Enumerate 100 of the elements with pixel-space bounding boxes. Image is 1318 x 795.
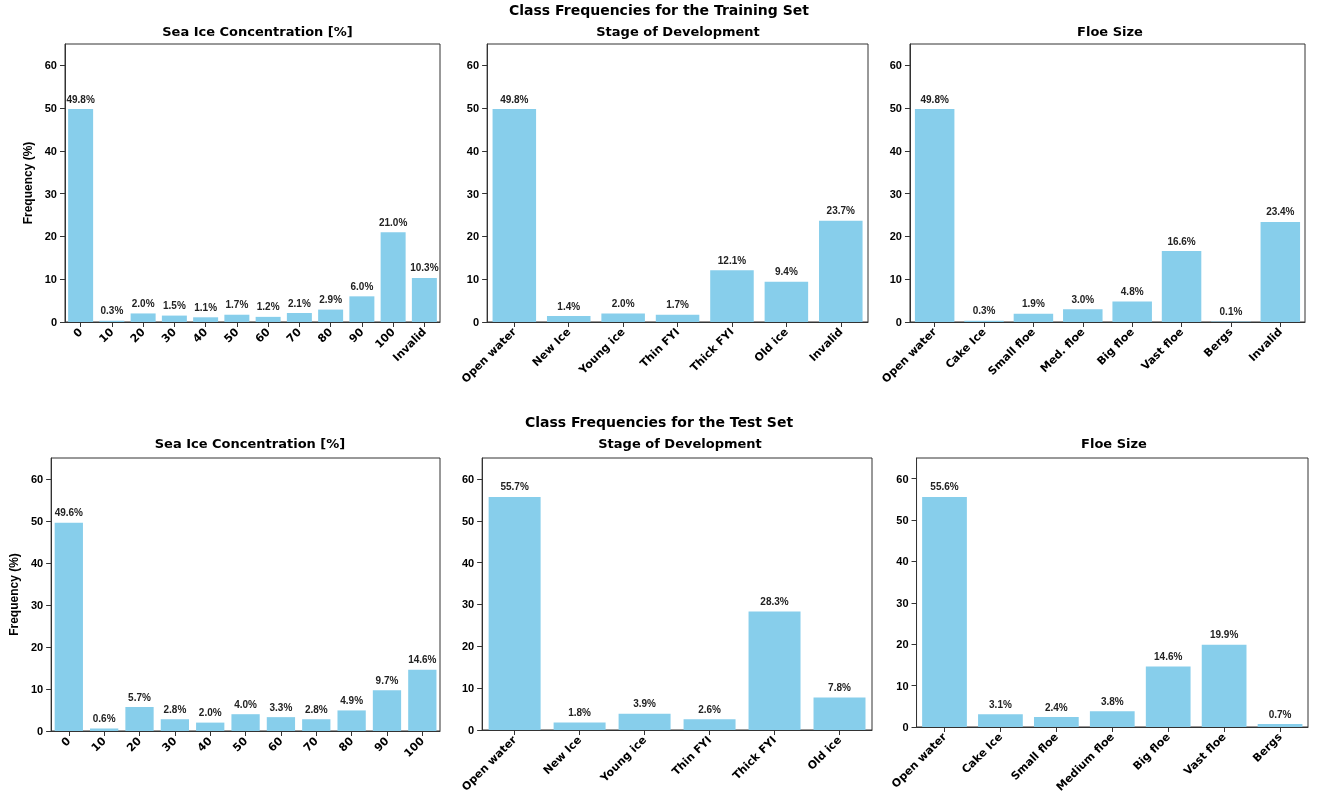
x-tick-label: 60 xyxy=(265,734,286,755)
bar xyxy=(408,669,437,731)
bar xyxy=(553,722,606,731)
data-label: 9.4% xyxy=(774,266,798,278)
y-tick-label: 10 xyxy=(466,273,480,286)
bar xyxy=(546,316,591,322)
y-tick-label: 60 xyxy=(30,473,44,485)
data-label: 3.0% xyxy=(1071,293,1095,305)
bar xyxy=(372,690,402,731)
y-axis-title: Frequency (%) xyxy=(20,141,35,225)
bar xyxy=(125,707,154,731)
data-label: 23.4% xyxy=(1266,206,1295,218)
bar xyxy=(683,719,736,731)
bar xyxy=(492,109,537,322)
bar xyxy=(337,710,366,731)
data-label: 1.9% xyxy=(1022,298,1045,310)
data-label: 28.3% xyxy=(760,596,789,608)
chart-title: Stage of Development xyxy=(596,24,760,39)
data-label: 49.8% xyxy=(66,93,95,105)
data-label: 0.3% xyxy=(100,305,124,317)
data-label: 19.9% xyxy=(1209,629,1239,641)
data-label: 2.8% xyxy=(163,703,187,715)
y-tick-label: 0 xyxy=(895,316,902,328)
chart-title: Floe Size xyxy=(1081,436,1148,451)
x-tick-label: 50 xyxy=(221,325,242,346)
data-label: 4.8% xyxy=(1120,285,1144,297)
data-label: 9.7% xyxy=(375,674,399,686)
bar xyxy=(1063,309,1103,322)
bar xyxy=(380,232,406,322)
bar xyxy=(286,313,312,322)
y-tick-label: 30 xyxy=(44,187,57,200)
data-label: 1.5% xyxy=(162,300,186,312)
x-tick-label: 0 xyxy=(58,734,74,750)
data-label: 1.2% xyxy=(256,301,280,313)
x-tick-label: 30 xyxy=(159,734,180,755)
x-tick-label: 20 xyxy=(127,325,148,346)
y-tick-label: 50 xyxy=(30,515,44,527)
y-tick-label: 40 xyxy=(461,556,475,569)
data-label: 2.0% xyxy=(131,297,155,309)
bar xyxy=(1089,711,1135,728)
bar xyxy=(813,697,866,731)
x-tick-label: Old ice xyxy=(751,325,791,365)
x-tick-label: 30 xyxy=(158,325,180,346)
bar xyxy=(349,296,375,322)
data-label: 55.6% xyxy=(930,481,959,493)
data-label: 2.8% xyxy=(304,703,328,715)
data-label: 2.9% xyxy=(319,294,343,306)
bar xyxy=(196,722,225,731)
data-label: 49.8% xyxy=(920,93,949,105)
bar xyxy=(266,717,296,731)
data-label: 14.6% xyxy=(408,654,437,666)
data-label: 3.1% xyxy=(989,698,1012,710)
x-tick-label: 20 xyxy=(124,734,145,755)
y-tick-label: 60 xyxy=(466,59,480,72)
data-label: 2.6% xyxy=(698,703,722,715)
x-tick-label: 90 xyxy=(346,325,367,346)
y-tick-label: 40 xyxy=(889,144,902,157)
x-tick-label: 60 xyxy=(252,325,273,346)
chart-title: Floe Size xyxy=(1077,24,1144,39)
bar xyxy=(1260,221,1301,322)
data-label: 3.9% xyxy=(633,698,657,710)
x-tick-label: 10 xyxy=(96,325,117,346)
bar xyxy=(302,719,331,731)
bar xyxy=(922,496,967,728)
data-label: 2.1% xyxy=(287,297,311,309)
bar xyxy=(1257,724,1303,728)
x-tick-label: 90 xyxy=(371,734,392,755)
data-label: 16.6% xyxy=(1167,235,1196,247)
data-label: 0.7% xyxy=(1268,708,1292,720)
data-label: 0.6% xyxy=(92,712,116,724)
y-tick-label: 30 xyxy=(30,599,44,611)
data-label: 23.7% xyxy=(826,205,856,217)
bar xyxy=(618,713,671,731)
y-tick-label: 30 xyxy=(461,598,475,611)
data-label: 2.4% xyxy=(1044,701,1068,713)
bar xyxy=(914,109,955,322)
y-tick-label: 30 xyxy=(896,596,909,609)
x-tick-label: 40 xyxy=(190,325,211,346)
bar xyxy=(68,109,94,322)
bar xyxy=(193,317,219,322)
data-label: 3.8% xyxy=(1100,695,1124,707)
bar xyxy=(411,277,437,322)
x-tick-label: 50 xyxy=(230,734,251,755)
y-tick-label: 60 xyxy=(889,59,902,72)
data-label: 4.9% xyxy=(340,694,364,706)
y-tick-label: 0 xyxy=(50,316,57,328)
chart-title: Sea Ice Concentration [%] xyxy=(162,24,353,39)
y-tick-label: 40 xyxy=(44,144,57,157)
data-label: 21.0% xyxy=(378,216,408,228)
y-tick-label: 50 xyxy=(466,102,480,115)
text: Class Frequencies for the Test Set xyxy=(523,414,795,430)
data-label: 49.8% xyxy=(500,93,529,105)
y-tick-label: 50 xyxy=(461,514,475,527)
data-label: 7.8% xyxy=(828,681,852,693)
bar xyxy=(255,316,281,322)
chart-title: Stage of Development xyxy=(598,436,762,451)
data-label: 10.3% xyxy=(410,262,439,274)
data-label: 2.0% xyxy=(198,707,222,719)
bar xyxy=(1033,717,1079,728)
text: Class Frequencies for the Training Set xyxy=(508,2,810,18)
